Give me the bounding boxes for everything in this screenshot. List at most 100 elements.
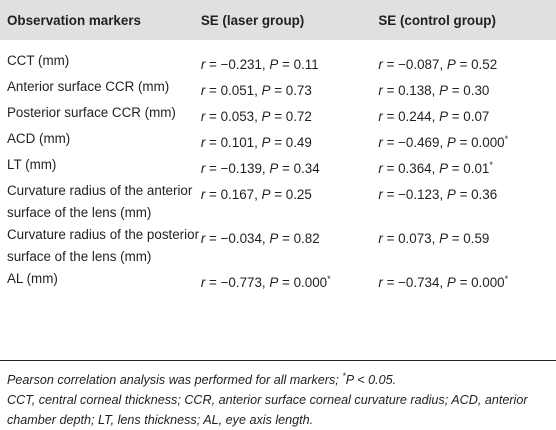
- p-symbol: P: [446, 187, 456, 202]
- equals-sign: =: [270, 135, 286, 150]
- p-symbol: P: [446, 57, 456, 72]
- r-value: −0.734: [398, 275, 440, 290]
- significance-star: *: [504, 274, 509, 284]
- equals-sign: =: [270, 109, 286, 124]
- r-symbol: r: [200, 135, 206, 150]
- table-row: Posterior surface CCR (mm) r = 0.053, P =…: [0, 102, 556, 128]
- separator: ,: [261, 57, 270, 72]
- control-correlation-cell: r = −0.087, P = 0.52: [378, 40, 556, 76]
- correlation-table: Observation markers SE (laser group) SE …: [0, 0, 556, 300]
- p-value: 0.52: [471, 57, 498, 72]
- r-symbol: r: [378, 83, 383, 98]
- separator: ,: [431, 83, 440, 98]
- separator: ,: [431, 109, 440, 124]
- table-row: Anterior surface CCR (mm) r = 0.051, P = …: [0, 76, 556, 102]
- p-symbol: P: [261, 109, 271, 124]
- r-value: −0.087: [398, 57, 440, 72]
- table-row: AL (mm) r = −0.773, P = 0.000* r = −0.734,…: [0, 268, 556, 300]
- table-body: CCT (mm) r = −0.231, P = 0.11 r = −0.087, …: [0, 40, 556, 300]
- equals-sign: =: [382, 231, 399, 246]
- p-value: 0.59: [463, 231, 490, 246]
- header-se-control-group: SE (control group): [378, 12, 496, 28]
- p-value: 0.36: [471, 187, 498, 202]
- r-symbol: r: [378, 135, 383, 150]
- p-symbol: P: [439, 109, 449, 124]
- r-value: 0.051: [220, 83, 255, 98]
- table-row: CCT (mm) r = −0.231, P = 0.11 r = −0.087, …: [0, 40, 556, 76]
- equals-sign: =: [205, 135, 221, 150]
- separator: ,: [254, 187, 262, 202]
- r-value: 0.167: [220, 187, 255, 202]
- r-symbol: r: [378, 161, 383, 176]
- equals-sign: =: [270, 187, 286, 202]
- r-symbol: r: [378, 109, 383, 124]
- p-symbol: P: [261, 135, 271, 150]
- equals-sign: =: [205, 231, 221, 246]
- p-value: 0.73: [285, 83, 312, 98]
- equals-sign: =: [382, 161, 399, 176]
- r-symbol: r: [200, 83, 206, 98]
- marker-cell: CCT (mm): [7, 53, 70, 68]
- p-symbol: P: [439, 83, 449, 98]
- equals-sign: =: [205, 57, 221, 72]
- equals-sign: =: [278, 161, 294, 176]
- equals-sign: =: [455, 135, 472, 150]
- control-correlation-cell: r = −0.734, P = 0.000*: [378, 268, 556, 300]
- p-symbol: P: [446, 135, 456, 150]
- p-symbol: P: [269, 57, 279, 72]
- marker-cell: ACD (mm): [7, 131, 71, 146]
- footnote-statistics: Pearson correlation analysis was perform…: [7, 366, 552, 390]
- r-value: −0.231: [220, 57, 262, 72]
- table-row: Curvature radius of the anterior surface…: [0, 180, 556, 224]
- separator: ,: [254, 109, 262, 124]
- equals-sign: =: [278, 275, 294, 290]
- marker-cell: Curvature radius of the posterior surfac…: [7, 227, 200, 264]
- p-symbol: P: [269, 231, 279, 246]
- p-symbol: P: [269, 161, 279, 176]
- equals-sign: =: [448, 83, 464, 98]
- separator: ,: [261, 231, 270, 246]
- marker-cell: Curvature radius of the anterior surface…: [7, 183, 193, 220]
- r-symbol: r: [378, 187, 383, 202]
- marker-cell: Anterior surface CCR (mm): [7, 79, 170, 94]
- separator: ,: [439, 57, 447, 72]
- equals-sign: =: [382, 83, 399, 98]
- separator: ,: [261, 275, 270, 290]
- p-symbol: P: [439, 161, 449, 176]
- equals-sign: =: [205, 187, 221, 202]
- p-value: 0.000: [471, 275, 505, 290]
- equals-sign: =: [205, 161, 221, 176]
- separator: ,: [261, 161, 270, 176]
- r-value: 0.073: [398, 231, 432, 246]
- header-row: Observation markers SE (laser group) SE …: [0, 0, 556, 40]
- control-correlation-cell: r = −0.469, P = 0.000*: [378, 128, 556, 154]
- r-value: 0.138: [398, 83, 432, 98]
- p-value: 0.000: [471, 135, 505, 150]
- footnote-abbreviations: CCT, central corneal thickness; CCR, ant…: [7, 393, 528, 427]
- table-header: Observation markers SE (laser group) SE …: [0, 0, 556, 40]
- r-value: −0.469: [398, 135, 440, 150]
- equals-sign: =: [455, 57, 472, 72]
- control-correlation-cell: r = −0.123, P = 0.36: [378, 180, 556, 224]
- p-symbol: P: [446, 275, 456, 290]
- p-symbol: P: [439, 231, 449, 246]
- r-symbol: r: [200, 275, 206, 290]
- r-symbol: r: [200, 231, 206, 246]
- equals-sign: =: [455, 187, 472, 202]
- p-symbol: P: [261, 83, 271, 98]
- laser-correlation-cell: r = −0.773, P = 0.000*: [201, 268, 379, 300]
- separator: ,: [431, 231, 440, 246]
- laser-correlation-cell: r = −0.034, P = 0.82: [201, 224, 379, 268]
- r-value: 0.101: [220, 135, 255, 150]
- p-value: 0.01: [463, 161, 490, 176]
- equals-sign: =: [382, 109, 399, 124]
- laser-correlation-cell: r = −0.139, P = 0.34: [201, 154, 379, 180]
- laser-correlation-cell: r = −0.231, P = 0.11: [201, 40, 379, 76]
- table-row: Curvature radius of the posterior surfac…: [0, 224, 556, 268]
- significance-star: *: [327, 274, 331, 284]
- equals-sign: =: [448, 161, 464, 176]
- table-row: LT (mm) r = −0.139, P = 0.34 r = 0.364, P …: [0, 154, 556, 180]
- marker-cell: LT (mm): [7, 157, 57, 172]
- equals-sign: =: [278, 231, 294, 246]
